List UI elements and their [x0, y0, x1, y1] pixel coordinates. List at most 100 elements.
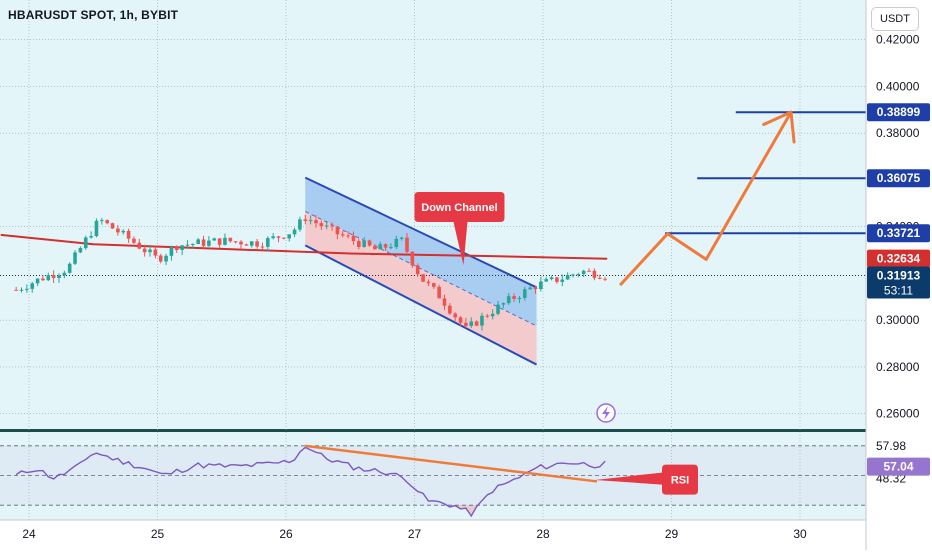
rsi-callout [594, 464, 698, 495]
candle-body [437, 286, 441, 299]
candle-body [62, 272, 67, 276]
candle-body [448, 305, 452, 314]
candle-body [25, 288, 29, 290]
candle-body [415, 265, 420, 275]
candle-body [287, 234, 292, 239]
candle-body [603, 278, 607, 280]
candle-body [255, 241, 259, 247]
currency-button[interactable]: USDT [871, 7, 919, 31]
candle-body [346, 235, 350, 237]
y-tick-label: 0.40000 [876, 79, 920, 93]
candle-body [142, 248, 147, 253]
x-tick-label: 25 [151, 527, 165, 541]
x-tick-label: 27 [408, 527, 422, 541]
candle-body [282, 237, 286, 239]
candle-body [357, 241, 361, 247]
candle-body [196, 239, 200, 245]
price-label-text: 0.31913 [877, 268, 921, 282]
candle-body [164, 255, 168, 262]
grid [0, 0, 866, 520]
x-tick-label: 28 [536, 527, 550, 541]
candle-body [555, 277, 559, 282]
candle-body [335, 226, 340, 235]
candle-body [292, 229, 297, 235]
candle-body [73, 252, 77, 264]
candle-body [223, 237, 227, 245]
price-label-text: 0.32634 [877, 252, 921, 266]
candle-body [458, 317, 463, 323]
candle-body [490, 313, 495, 317]
candle-body [399, 237, 404, 239]
candle-body [597, 277, 602, 279]
channel-lower-line [304, 244, 538, 366]
candle-body [35, 278, 40, 284]
candle-body [30, 283, 35, 289]
candle-body [319, 223, 324, 227]
candle-body [260, 246, 265, 248]
candle-body [137, 242, 142, 249]
candle-body [249, 241, 254, 246]
candle-body [276, 236, 281, 238]
pane-separator [0, 429, 866, 432]
lightning-icon[interactable] [596, 403, 616, 423]
candle-body [506, 296, 511, 304]
candle-body [132, 238, 136, 243]
candle-body [340, 234, 345, 236]
candle-body [410, 251, 415, 266]
candle-body [394, 238, 399, 248]
candle-body [421, 274, 425, 282]
candle-body [362, 240, 366, 247]
candle-body [383, 244, 388, 248]
candle-body [19, 289, 24, 291]
y-tick-label: 0.28000 [876, 360, 920, 374]
candle-body [549, 277, 554, 280]
candle-body [14, 289, 18, 291]
candle-body [373, 245, 377, 250]
channel-mid-line [305, 211, 537, 327]
candle-body [464, 322, 468, 326]
candle-body [528, 287, 532, 290]
candle-body [389, 247, 393, 249]
candle-body [169, 247, 174, 256]
candle-body [116, 228, 120, 233]
rsi-tick-label: 57.98 [876, 439, 906, 453]
candle-body [105, 220, 109, 224]
candle-body [533, 287, 538, 290]
time-scale-background [0, 520, 866, 550]
moving-average [0, 233, 866, 276]
price-label-box [867, 249, 930, 268]
chart-title: HBARUSDT SPOT, 1h, BYBIT [8, 8, 179, 22]
candle-body [501, 303, 506, 305]
candle-body [298, 219, 302, 230]
channel-upper-fill [305, 177, 537, 327]
candle-body [308, 220, 313, 222]
price-labels: 0.38899 0.36075 0.33721 0.32634 0.3191353:11… [867, 103, 930, 476]
candle-body [405, 237, 409, 252]
candle-body [244, 244, 249, 246]
candle-body [587, 270, 591, 272]
projection-arrowhead [762, 110, 793, 126]
candle-body [41, 278, 45, 281]
candle-body [367, 240, 372, 246]
candle-body [324, 225, 329, 227]
candle-body [485, 315, 490, 317]
candle-body [330, 225, 334, 227]
price-label-countdown: 53:11 [884, 283, 913, 297]
candle-body [560, 279, 565, 282]
candle-body [121, 230, 126, 233]
candle-body [239, 241, 243, 245]
price-label-box [867, 266, 930, 299]
candle-body [522, 289, 527, 298]
candle-body [378, 244, 383, 250]
candle-body [83, 237, 88, 249]
x-tick-label: 24 [22, 527, 36, 541]
y-tick-label: 0.38000 [876, 126, 920, 140]
x-tick-label: 26 [279, 527, 293, 541]
x-tick-label: 30 [793, 527, 807, 541]
rsi-value-label: 57.04 [883, 460, 913, 474]
projection-path [618, 110, 796, 287]
candle-body [51, 275, 56, 279]
candle-body [431, 283, 436, 287]
